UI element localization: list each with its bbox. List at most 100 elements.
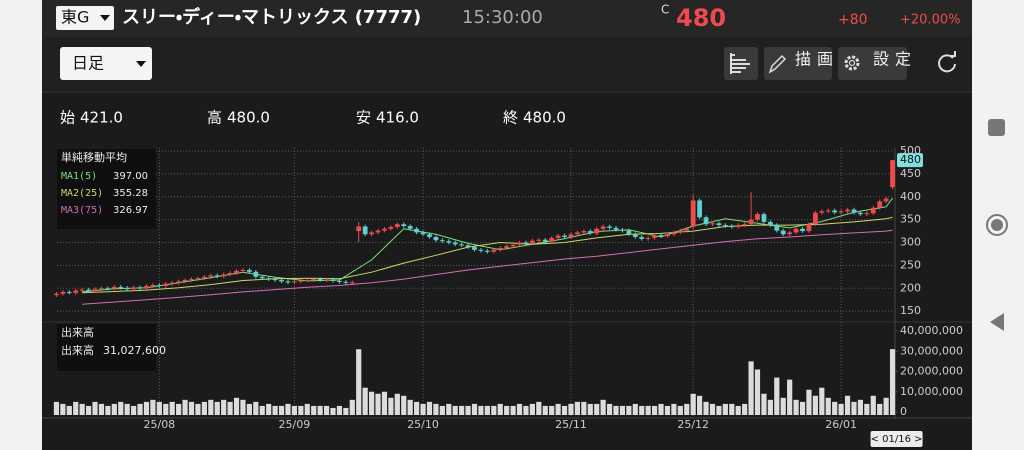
candle-body [292,281,297,283]
candle-body [246,269,252,272]
volume-bar [118,401,124,415]
draw-button[interactable] [764,47,832,80]
candle-body [504,246,510,248]
dropdown-arrow [136,61,146,67]
volume-bar [150,399,156,415]
volume-bar [240,399,246,415]
y-tick-label: 0 [900,405,907,418]
candle-body [337,280,342,282]
volume-bar [246,403,252,415]
volume-bar [439,405,445,415]
exchange-label: 東G [61,8,89,27]
volume-bar [176,403,182,415]
candle-body [652,235,657,238]
volume-bar [523,405,529,415]
volume-bar [471,403,478,415]
candle-body [330,279,336,281]
volume-bar [606,403,613,415]
current-price: 480 [676,4,726,32]
settings-button[interactable] [838,47,907,80]
candle-body [780,230,786,235]
volume-bar [266,403,272,415]
volume-bar [465,405,471,415]
volume-bar [388,397,394,415]
exchange-dropdown[interactable] [56,6,114,30]
candle-body [234,270,239,274]
volume-bar [124,403,130,415]
volume-bar [349,399,355,415]
recents-button[interactable] [988,119,1005,136]
volume-bar [864,403,870,415]
candle-body [555,235,561,238]
refresh-arrow [950,51,956,57]
candle-body [253,271,259,277]
moving-average-line [82,229,893,305]
volume-bar [291,405,298,415]
volume-bar [221,399,227,415]
gear-icon [844,55,860,71]
back-button[interactable] [990,313,1004,331]
volume-bar [690,393,696,415]
volume-bar [793,399,799,415]
candle-body [266,278,272,280]
candle-body [877,201,883,208]
volume-bar [651,405,658,415]
candle-body [812,212,818,225]
candle-body [800,228,805,232]
volume-bar [536,401,542,415]
volume-bar [285,403,291,415]
ohlc-row: 始 421.0 高 480.0 安 416.0 終 480.0 [60,109,566,127]
volume-bar [452,405,458,415]
legend-value: 397.00 [113,171,148,182]
draw-label: 描画 [795,50,839,69]
volume-bar [806,389,812,415]
x-tick-label: 25/08 [143,418,175,431]
volume-bar [664,405,671,415]
volume-bar [799,401,806,415]
volume-bar [214,401,220,415]
legend-value: 31,027,600 [103,344,166,357]
candle-body [60,291,66,294]
candle-body [710,223,715,225]
y-tick-label: 250 [900,258,921,271]
candle-body [517,242,522,245]
refresh-icon[interactable] [938,54,956,73]
cursor-date-label: < 01/16 > [871,434,923,445]
candle-body [858,212,863,215]
candle-body [523,242,529,244]
volume-bar [497,403,503,415]
home-button-dot [991,219,1003,231]
candle-body [227,273,233,275]
volume-bar [105,405,111,415]
candle-body [66,291,72,293]
volume-bar [484,405,490,415]
candle-body [703,217,709,225]
volume-bar [709,403,716,415]
volume-bar [188,401,195,415]
candle-body [677,230,683,233]
ma-legend-box [57,149,156,229]
candle-body [639,237,645,239]
volume-bar [671,403,677,415]
legend-entry: 出来高 [61,343,94,357]
volume-bar [754,369,761,415]
volume-bar [491,405,497,415]
volume-bar [163,403,169,415]
volume-bar [420,403,426,415]
candle-body [587,231,593,234]
volume-bar [574,401,581,415]
period-dropdown[interactable] [60,47,152,80]
candle-body [626,230,632,235]
volume-bar [253,401,259,415]
volume-bar [619,405,626,415]
candle-body [613,227,619,230]
volume-bar [542,405,548,415]
volume-bar [645,405,651,415]
candle-body [407,226,413,229]
volume-bar [742,403,748,415]
candle-body [420,232,426,235]
volume-bar [272,405,278,415]
home-button[interactable] [986,214,1008,236]
dropdown-arrow [100,15,110,21]
volume-bar [259,405,265,415]
